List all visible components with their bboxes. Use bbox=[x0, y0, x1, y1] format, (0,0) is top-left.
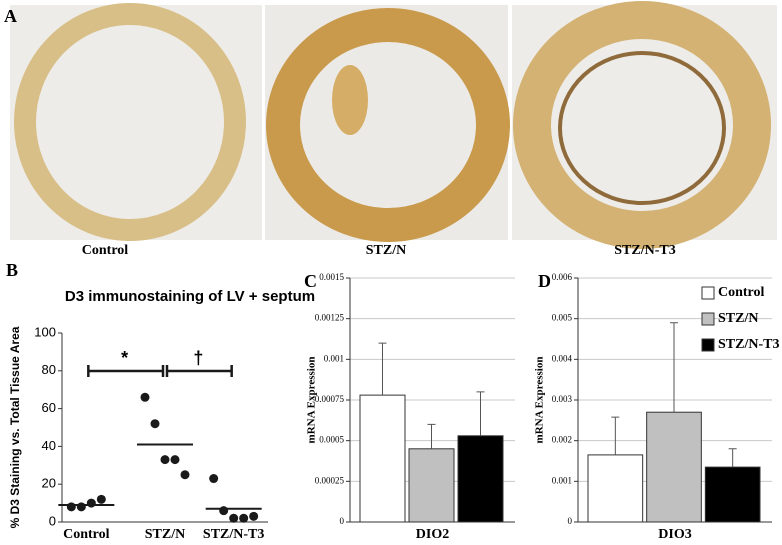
significance-bracket bbox=[165, 365, 233, 377]
y-tick-label: 100 bbox=[34, 324, 56, 339]
error-bar bbox=[427, 423, 436, 449]
y-tick-label: 80 bbox=[42, 362, 56, 377]
micrographs bbox=[10, 1, 777, 249]
data-point bbox=[239, 513, 249, 523]
y-tick-label: 0.00025 bbox=[315, 475, 345, 485]
y-tick-label: 0.001 bbox=[324, 353, 344, 363]
tissue-ring bbox=[14, 3, 246, 241]
x-tick-label: STZ/N-T3 bbox=[203, 527, 264, 542]
error-bar bbox=[728, 448, 737, 468]
significance-mark: * bbox=[121, 348, 128, 368]
data-point bbox=[150, 419, 160, 429]
bar bbox=[646, 411, 702, 523]
tissue-edge bbox=[558, 51, 726, 205]
error-bar bbox=[670, 322, 678, 413]
legend-label: Control bbox=[718, 285, 765, 300]
panel-label: A bbox=[4, 6, 17, 26]
y-axis-label: mRNA Expression bbox=[306, 357, 318, 444]
data-point bbox=[219, 506, 229, 516]
legend-label: STZ/N-T3 bbox=[718, 337, 779, 352]
y-tick-label: 0.006 bbox=[552, 272, 573, 282]
data-point bbox=[180, 470, 190, 480]
tissue-fragment bbox=[332, 65, 368, 135]
y-tick-label: 0.005 bbox=[552, 313, 573, 323]
y-tick-label: 0.0015 bbox=[319, 272, 344, 282]
bar bbox=[408, 448, 455, 523]
y-tick-label: 0.0005 bbox=[319, 435, 344, 445]
bar bbox=[704, 466, 761, 523]
y-tick-label: 0.004 bbox=[552, 353, 573, 363]
significance-mark: † bbox=[193, 348, 203, 368]
y-axis-label: % D3 Staining vs. Total Tissue Area bbox=[8, 326, 22, 528]
x-tick-label: Control bbox=[63, 527, 110, 542]
y-tick-label: 0.00125 bbox=[315, 313, 345, 323]
significance-bracket bbox=[87, 365, 165, 377]
bar bbox=[457, 435, 504, 523]
data-point bbox=[170, 455, 180, 465]
y-tick-label: 20 bbox=[42, 476, 56, 491]
y-tick-label: 0.001 bbox=[552, 475, 572, 485]
data-point bbox=[140, 392, 150, 402]
caption: Control bbox=[82, 243, 129, 258]
y-tick-label: 0.00075 bbox=[315, 394, 345, 404]
caption: STZ/N-T3 bbox=[614, 243, 675, 258]
error-bar bbox=[611, 416, 620, 455]
error-bar bbox=[476, 391, 485, 436]
error-bar bbox=[378, 342, 387, 396]
y-tick-label: 40 bbox=[42, 438, 56, 453]
x-tick-label: DIO2 bbox=[416, 527, 449, 542]
data-point bbox=[86, 498, 96, 508]
tissue-ring bbox=[513, 1, 771, 249]
x-tick-label: STZ/N bbox=[145, 527, 185, 542]
y-tick-label: 60 bbox=[42, 400, 56, 415]
bar bbox=[359, 394, 406, 523]
x-tick-label: DIO3 bbox=[658, 527, 691, 542]
y-tick-label: 0.003 bbox=[552, 394, 573, 404]
legend-swatch bbox=[701, 286, 715, 300]
data-point bbox=[209, 474, 219, 484]
bar bbox=[587, 454, 644, 523]
chart-title: D3 immunostaining of LV + septum bbox=[65, 288, 315, 305]
data-point bbox=[66, 502, 76, 512]
data-point bbox=[76, 502, 86, 512]
data-point bbox=[96, 494, 106, 504]
panel-label: C bbox=[304, 271, 317, 291]
legend-label: STZ/N bbox=[718, 311, 758, 326]
y-tick-label: 0.002 bbox=[552, 435, 572, 445]
data-point bbox=[249, 511, 259, 521]
y-axis-label: mRNA Expression bbox=[534, 357, 546, 444]
y-tick-label: 0 bbox=[568, 516, 573, 526]
y-tick-label: 0 bbox=[340, 516, 345, 526]
panel-label: D bbox=[538, 271, 551, 291]
caption: STZ/N bbox=[366, 243, 406, 258]
panel-label: B bbox=[6, 260, 18, 280]
legend-swatch bbox=[701, 338, 715, 352]
legend-swatch bbox=[701, 312, 715, 326]
data-point bbox=[229, 513, 239, 523]
data-point bbox=[160, 455, 170, 465]
y-tick-label: 0 bbox=[49, 513, 56, 528]
tissue-ring bbox=[266, 8, 510, 242]
